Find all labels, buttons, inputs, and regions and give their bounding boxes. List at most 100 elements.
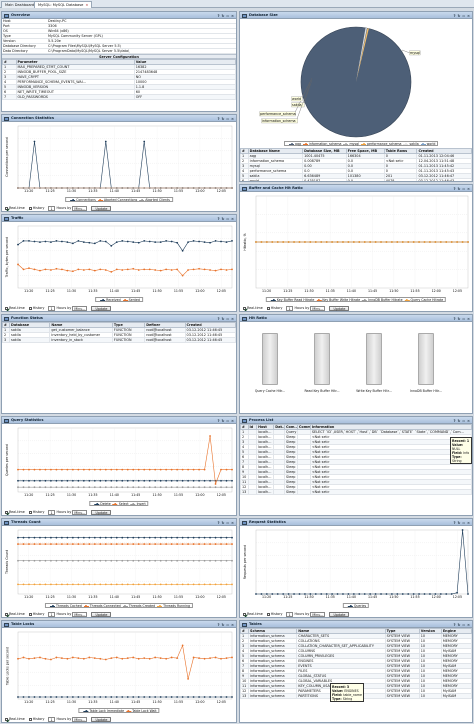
- hours-input[interactable]: 1: [48, 305, 56, 311]
- refresh-icon[interactable]: ↻: [221, 13, 226, 18]
- data-point[interactable]: [165, 486, 168, 489]
- data-point[interactable]: [198, 559, 200, 562]
- data-point[interactable]: [154, 241, 157, 244]
- data-point[interactable]: [148, 696, 151, 698]
- data-point[interactable]: [439, 593, 442, 595]
- data-point[interactable]: [154, 536, 157, 539]
- data-point[interactable]: [225, 583, 228, 586]
- data-point[interactable]: [137, 468, 140, 471]
- table-row[interactable]: 3 sakila inventory_in_stock FUNCTION root@lo…: [2, 337, 236, 343]
- data-point[interactable]: [137, 241, 140, 244]
- data-point[interactable]: [126, 583, 129, 586]
- maximize-icon[interactable]: ▫: [226, 116, 230, 121]
- data-point[interactable]: [198, 479, 200, 482]
- hit-ratio-bar[interactable]: [418, 333, 434, 385]
- data-point[interactable]: [225, 241, 228, 244]
- data-point[interactable]: [44, 536, 47, 539]
- data-point[interactable]: [88, 583, 91, 586]
- data-point[interactable]: [390, 593, 393, 595]
- interval-select[interactable]: Minu...: [72, 509, 88, 515]
- data-point[interactable]: [192, 486, 195, 489]
- data-point[interactable]: [445, 593, 448, 595]
- data-point[interactable]: [336, 241, 339, 243]
- data-point[interactable]: [176, 543, 179, 545]
- data-point[interactable]: [28, 559, 30, 562]
- data-point[interactable]: [187, 479, 190, 482]
- data-point[interactable]: [271, 593, 274, 595]
- data-point[interactable]: [456, 591, 459, 594]
- data-point[interactable]: [22, 486, 25, 489]
- data-point[interactable]: [104, 583, 107, 586]
- refresh-icon[interactable]: ↻: [221, 116, 226, 121]
- data-point[interactable]: [60, 268, 63, 271]
- data-point[interactable]: [77, 696, 80, 698]
- pie-slice-world[interactable]: [356, 28, 369, 82]
- history-checkbox[interactable]: [28, 717, 32, 721]
- refresh-icon[interactable]: ↻: [457, 622, 462, 627]
- data-point[interactable]: [170, 468, 173, 471]
- data-point[interactable]: [165, 187, 168, 189]
- data-point[interactable]: [192, 468, 195, 471]
- data-point[interactable]: [143, 583, 146, 586]
- data-point[interactable]: [309, 241, 312, 243]
- data-point[interactable]: [165, 479, 168, 482]
- data-point[interactable]: [99, 559, 102, 562]
- data-point[interactable]: [55, 656, 58, 659]
- data-point[interactable]: [115, 696, 118, 698]
- data-point[interactable]: [77, 543, 80, 545]
- data-point[interactable]: [126, 187, 129, 189]
- interval-select[interactable]: Minu...: [310, 305, 326, 311]
- data-point[interactable]: [320, 241, 323, 243]
- data-point[interactable]: [44, 657, 47, 660]
- data-point[interactable]: [369, 241, 372, 243]
- data-point[interactable]: [231, 268, 233, 271]
- data-point[interactable]: [60, 536, 63, 539]
- data-point[interactable]: [137, 657, 140, 660]
- data-point[interactable]: [165, 536, 168, 539]
- data-point[interactable]: [22, 468, 25, 471]
- data-point[interactable]: [55, 486, 58, 489]
- data-point[interactable]: [439, 241, 442, 243]
- data-point[interactable]: [33, 657, 36, 660]
- data-point[interactable]: [50, 187, 52, 189]
- data-point[interactable]: [203, 559, 206, 562]
- data-point[interactable]: [374, 593, 377, 595]
- data-point[interactable]: [121, 479, 124, 482]
- data-point[interactable]: [225, 696, 228, 698]
- data-point[interactable]: [407, 241, 410, 243]
- tab-mysql-database[interactable]: MySQL: MySQL Database ×: [34, 1, 93, 8]
- data-point[interactable]: [309, 593, 312, 595]
- data-point[interactable]: [93, 559, 96, 562]
- data-point[interactable]: [159, 486, 162, 489]
- data-point[interactable]: [55, 536, 58, 539]
- data-point[interactable]: [148, 536, 151, 539]
- data-point[interactable]: [104, 543, 107, 545]
- data-point[interactable]: [33, 486, 36, 489]
- data-point[interactable]: [99, 657, 102, 660]
- hit-ratio-bar[interactable]: [314, 333, 330, 385]
- history-checkbox[interactable]: [28, 612, 32, 616]
- column-header[interactable]: Database Size, MB: [302, 148, 347, 154]
- data-point[interactable]: [181, 486, 184, 489]
- data-point[interactable]: [115, 486, 118, 489]
- data-point[interactable]: [66, 468, 69, 471]
- data-point[interactable]: [44, 479, 47, 482]
- data-point[interactable]: [181, 479, 184, 482]
- data-point[interactable]: [126, 696, 129, 698]
- data-point[interactable]: [143, 543, 146, 545]
- data-point[interactable]: [154, 656, 157, 659]
- data-point[interactable]: [352, 241, 355, 243]
- data-point[interactable]: [225, 536, 228, 539]
- data-point[interactable]: [33, 140, 36, 143]
- data-point[interactable]: [282, 593, 285, 595]
- data-point[interactable]: [159, 559, 162, 562]
- data-point[interactable]: [50, 486, 52, 489]
- data-point[interactable]: [39, 241, 41, 244]
- data-point[interactable]: [165, 239, 168, 242]
- data-point[interactable]: [187, 468, 190, 471]
- data-point[interactable]: [60, 240, 63, 243]
- data-point[interactable]: [126, 468, 129, 471]
- data-point[interactable]: [121, 543, 124, 545]
- data-point[interactable]: [450, 241, 453, 243]
- data-point[interactable]: [159, 536, 162, 539]
